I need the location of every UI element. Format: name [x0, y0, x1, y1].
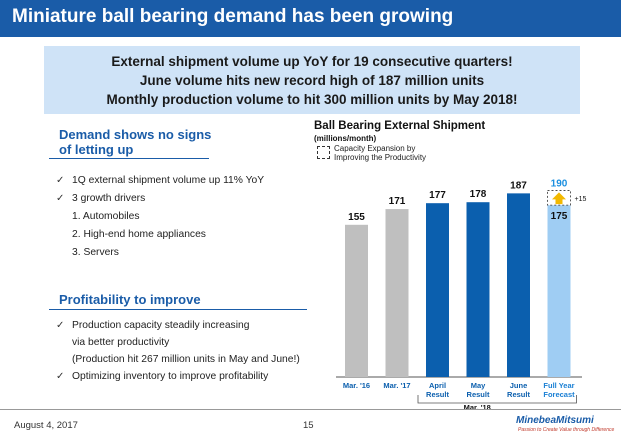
- legend-label: Capacity Expansion by Improving the Prod…: [334, 144, 444, 162]
- profitability-bullet-1-line-3: (Production hit 267 million units in May…: [72, 354, 300, 365]
- headline-banner: External shipment volume up YoY for 19 c…: [44, 46, 580, 114]
- footer-rule: [0, 409, 621, 410]
- check-icon: ✓: [56, 371, 65, 382]
- data-label-2: 171: [389, 196, 406, 207]
- category-label-2-line-1: Mar. '17: [383, 381, 410, 390]
- legend-label-line-1: Capacity Expansion by: [334, 144, 416, 153]
- driver-servers: 3. Servers: [72, 247, 119, 258]
- demand-bullet-2: 3 growth drivers: [72, 193, 146, 204]
- footer-date: August 4, 2017: [14, 420, 78, 431]
- check-icon: ✓: [56, 320, 65, 331]
- chart-title: Ball Bearing External Shipment: [314, 120, 486, 132]
- profitability-heading-rule: [49, 309, 307, 310]
- category-label-1-line-1: Mar. '16: [343, 381, 370, 390]
- driver-automobiles: 1. Automobiles: [72, 211, 140, 222]
- company-logo: MinebeaMitsumi: [516, 415, 594, 426]
- page-number: 15: [303, 420, 314, 431]
- page-title: Miniature ball bearing demand has been g…: [12, 6, 454, 27]
- profitability-bullet-1-line-1: Production capacity steadily increasing: [72, 320, 250, 331]
- legend-swatch-dashed: [317, 146, 330, 159]
- banner-line-2: June volume hits new record high of 187 …: [139, 73, 485, 88]
- demand-heading-rule: [49, 158, 209, 159]
- company-tagline: Passion to Create Value through Differen…: [518, 427, 615, 433]
- bar-1: [345, 224, 368, 377]
- category-label-3-line-1: April: [429, 381, 446, 390]
- demand-heading-line-1: Demand shows no signs: [59, 127, 212, 142]
- data-label-1: 155: [348, 212, 365, 223]
- chart-unit-label: (millions/month): [314, 134, 377, 143]
- category-label-4-line-1: May: [471, 381, 486, 390]
- up-arrow-icon: [552, 192, 566, 205]
- data-label-3: 177: [429, 190, 446, 201]
- banner-line-3: Monthly production volume to hit 300 mil…: [106, 92, 518, 107]
- title-bar: Miniature ball bearing demand has been g…: [0, 0, 621, 37]
- bar-2: [385, 209, 409, 377]
- demand-heading-line-2: of letting up: [59, 142, 134, 157]
- legend-label-line-2: Improving the Productivity: [334, 153, 427, 162]
- category-label-4-line-2: Result: [467, 390, 490, 399]
- data-label-5: 187: [510, 180, 527, 191]
- profitability-bullet-1-line-2: via better productivity: [72, 337, 170, 348]
- bar-6: [547, 205, 571, 377]
- group-label: Mar. '18: [464, 403, 491, 412]
- category-label-6-line-1: Full Year: [543, 381, 574, 390]
- profitability-heading: Profitability to improve: [59, 292, 201, 307]
- profitability-bullet-2: Optimizing inventory to improve profitab…: [72, 371, 269, 382]
- category-label-6-line-2: Forecast: [543, 390, 575, 399]
- demand-bullet-1: 1Q external shipment volume up 11% YoY: [72, 175, 265, 186]
- category-label-5-line-1: June: [510, 381, 528, 390]
- increment-label: +15: [575, 196, 587, 203]
- forecast-total-label: 190: [551, 178, 568, 189]
- check-icon: ✓: [56, 175, 65, 186]
- data-label-4: 178: [470, 189, 487, 200]
- category-label-3-line-2: Result: [426, 390, 449, 399]
- banner-line-1: External shipment volume up YoY for 19 c…: [111, 54, 513, 69]
- check-icon: ✓: [56, 193, 65, 204]
- driver-home-appliances: 2. High-end home appliances: [72, 229, 206, 240]
- category-label-5-line-2: Result: [507, 390, 530, 399]
- bar-3: [426, 203, 449, 377]
- bar-5: [507, 193, 530, 377]
- bar-4: [466, 202, 490, 377]
- group-bracket: [417, 395, 577, 404]
- data-label-6: 175: [551, 211, 568, 222]
